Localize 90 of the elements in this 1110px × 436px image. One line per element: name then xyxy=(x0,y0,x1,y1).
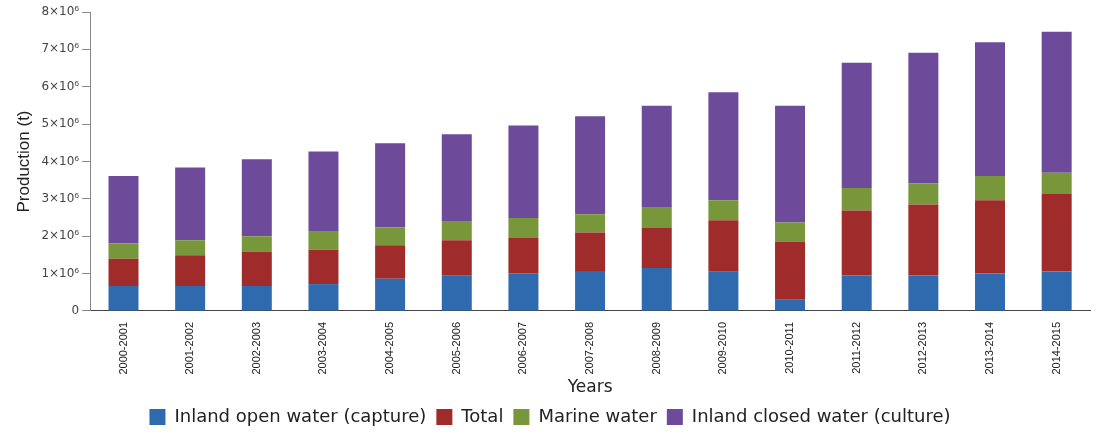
y-tick-label: 7×10⁶ xyxy=(41,41,80,56)
y-tick-label: 1×10⁶ xyxy=(41,265,80,280)
bar xyxy=(908,183,939,205)
y-tick-label: 0 xyxy=(71,303,80,318)
x-tick-label: 2001-2002 xyxy=(183,322,196,375)
bar xyxy=(641,105,672,208)
bar xyxy=(241,285,272,311)
bar xyxy=(641,228,672,269)
x-tick-label: 2012-2013 xyxy=(916,322,929,375)
bar xyxy=(775,241,806,300)
x-tick-label: 2004-2005 xyxy=(383,322,396,375)
x-tick-label: 2014-2015 xyxy=(1049,322,1062,375)
bar xyxy=(375,227,406,246)
x-tick-label: 2007-2008 xyxy=(583,322,596,375)
y-tick-label: 6×10⁶ xyxy=(41,78,80,93)
bar xyxy=(241,236,272,252)
bar xyxy=(908,52,939,184)
bar xyxy=(708,200,739,221)
legend-label: Marine water xyxy=(538,404,658,426)
bar xyxy=(508,217,539,239)
x-tick-label: 2009-2010 xyxy=(716,322,729,375)
y-tick-label: 5×10⁶ xyxy=(41,116,80,131)
bar xyxy=(841,275,872,311)
y-axis-title: Production (t) xyxy=(13,110,33,213)
y-tick-label: 8×10⁶ xyxy=(41,4,80,19)
bar xyxy=(375,143,406,228)
y-tick-label: 4×10⁶ xyxy=(41,153,80,168)
bar xyxy=(575,271,606,311)
x-axis-title: Years xyxy=(566,376,613,397)
bar xyxy=(108,243,139,259)
y-tick-label: 3×10⁶ xyxy=(41,191,80,205)
bar xyxy=(375,278,406,311)
bar xyxy=(441,134,472,222)
bar xyxy=(241,251,272,286)
bar xyxy=(641,268,672,311)
bar xyxy=(441,240,472,276)
bar xyxy=(441,221,472,241)
bar xyxy=(775,105,806,223)
bar xyxy=(975,273,1006,311)
legend-label: Inland open water (capture) xyxy=(174,404,427,426)
bar xyxy=(308,231,339,250)
bar xyxy=(308,151,339,232)
x-tick-label: 2006-2007 xyxy=(516,322,529,375)
bar xyxy=(1041,172,1072,195)
bar xyxy=(575,116,606,215)
bar xyxy=(841,210,872,276)
legend-label: Total xyxy=(460,404,504,426)
bar xyxy=(575,232,606,272)
bar xyxy=(775,222,806,242)
bar xyxy=(1041,194,1072,272)
bar xyxy=(708,92,739,201)
y-tick-label: 2×10⁶ xyxy=(41,228,80,243)
bar xyxy=(108,285,139,311)
x-tick-label: 2002-2003 xyxy=(249,322,262,375)
x-tick-label: 2008-2009 xyxy=(649,322,662,375)
bar xyxy=(441,275,472,311)
bar xyxy=(175,285,206,311)
bar xyxy=(308,284,339,311)
bar xyxy=(308,249,339,285)
bar xyxy=(175,240,206,256)
bar xyxy=(508,125,539,218)
bar xyxy=(708,220,739,272)
x-tick-label: 2005-2006 xyxy=(449,322,462,375)
x-tick-label: 2011-2012 xyxy=(849,322,862,374)
bar xyxy=(241,159,272,237)
bar xyxy=(975,42,1006,177)
bar xyxy=(841,188,872,211)
bar xyxy=(908,204,939,276)
bar xyxy=(175,255,206,286)
bar xyxy=(1041,31,1072,173)
bar xyxy=(175,167,206,241)
bar xyxy=(841,62,872,189)
bar xyxy=(641,207,672,229)
bar xyxy=(708,271,739,311)
bar xyxy=(775,299,806,311)
bar xyxy=(975,176,1006,201)
x-tick-label: 2010-2011 xyxy=(783,322,796,374)
bar xyxy=(108,258,139,286)
bar xyxy=(108,176,139,244)
bar xyxy=(508,273,539,311)
x-tick-label: 2003-2004 xyxy=(316,322,329,375)
bar xyxy=(375,245,406,279)
legend-label: Inland closed water (culture) xyxy=(691,404,951,426)
x-tick-label: 2013-2014 xyxy=(983,322,996,375)
bar xyxy=(508,238,539,274)
bar xyxy=(908,275,939,311)
x-tick-label: 2000-2001 xyxy=(116,322,129,375)
bar xyxy=(575,214,606,233)
bar xyxy=(1041,271,1072,311)
bar xyxy=(975,200,1006,274)
